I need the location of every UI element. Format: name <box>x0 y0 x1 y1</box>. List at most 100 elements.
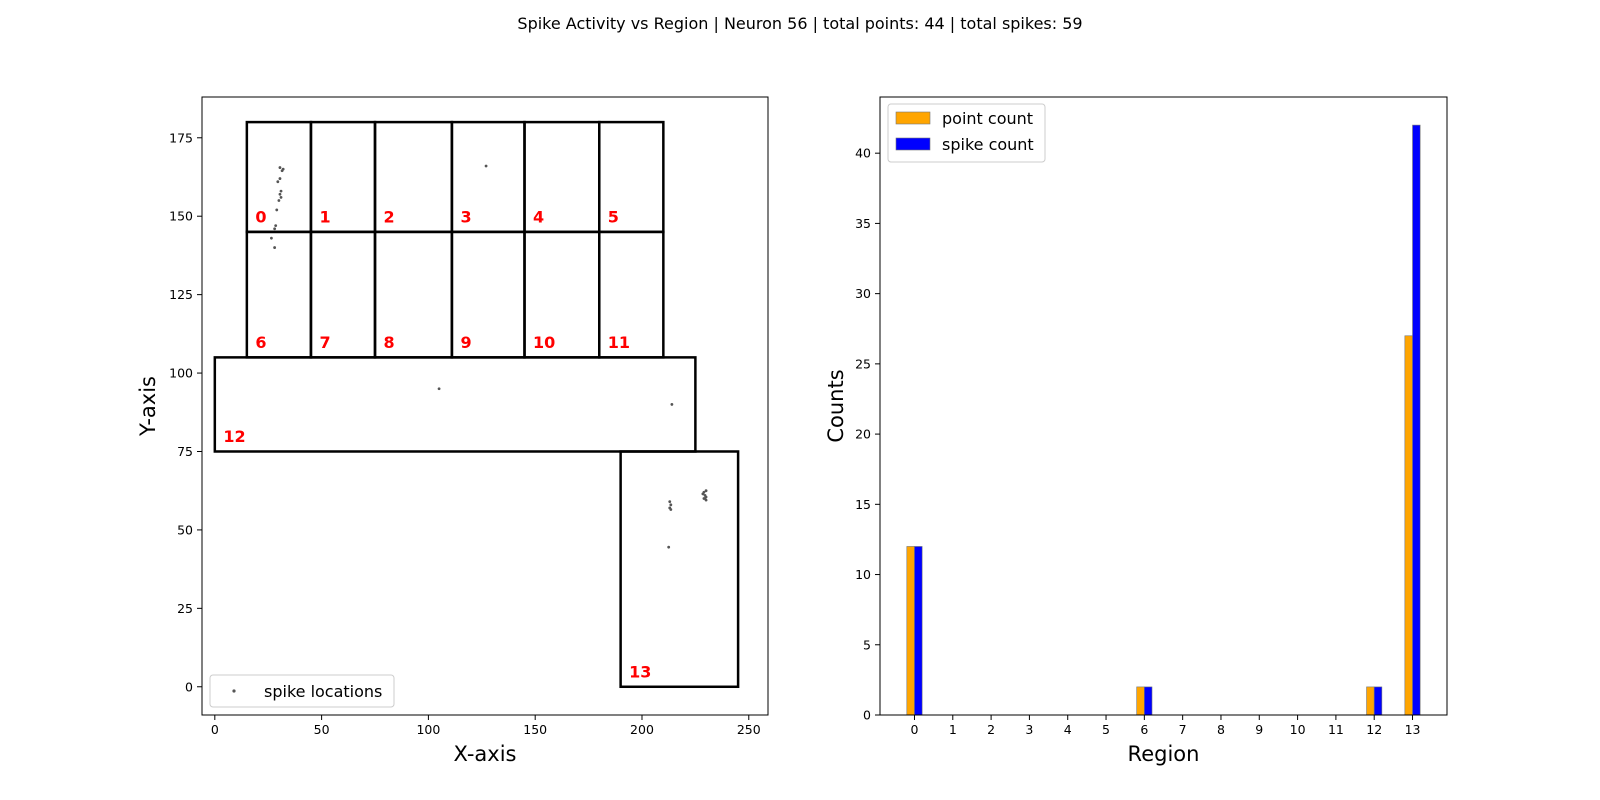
figure-title: Spike Activity vs Region | Neuron 56 | t… <box>517 14 1082 33</box>
x-tick-label: 13 <box>1405 722 1421 737</box>
legend-swatch-spike-count <box>895 137 931 151</box>
y-tick-label: 30 <box>855 286 871 301</box>
bar-point-count-region-6 <box>1136 686 1145 716</box>
region-0-label: 0 <box>255 207 266 226</box>
y-axis-label: Y-axis <box>136 376 160 437</box>
legend-box <box>209 674 395 708</box>
x-tick-label: 3 <box>1025 722 1033 737</box>
spike-point <box>704 498 708 502</box>
y-tick-label: 0 <box>863 708 871 723</box>
y-tick-label: 35 <box>855 216 871 231</box>
spike-point <box>278 177 282 180</box>
x-tick-label: 2 <box>987 722 995 737</box>
x-tick-label: 100 <box>416 722 440 737</box>
x-tick-label: 10 <box>1290 722 1306 737</box>
bar-spike-count-region-12 <box>1373 686 1383 716</box>
y-tick-label: 25 <box>177 601 193 616</box>
bar-spike-count-region-0 <box>914 546 923 716</box>
spike-point <box>276 180 280 184</box>
spike-point <box>279 195 283 199</box>
y-axis-label: Counts <box>824 369 848 442</box>
x-axis-label: X-axis <box>454 742 517 766</box>
legend: point count spike count <box>887 103 1046 163</box>
spike-point <box>277 199 281 202</box>
spike-point <box>273 246 277 249</box>
axes-frame <box>201 96 769 716</box>
y-tick-label: 175 <box>169 130 193 145</box>
region-count-bar-chart: 0 1 2 3 4 5 6 7 8 9 10 11 12 130510152025303540Region… <box>824 96 1448 766</box>
bar-point-count-region-12 <box>1366 686 1375 716</box>
region-9-label: 9 <box>460 333 471 352</box>
y-tick-label: 25 <box>855 356 871 371</box>
x-tick-label: 250 <box>737 722 761 737</box>
x-tick-label: 1 <box>949 722 957 737</box>
spike-point <box>484 164 488 168</box>
legend-label-point-count: point count <box>942 109 1033 128</box>
bar-spike-count-region-6 <box>1144 686 1153 716</box>
region-10-label: 10 <box>533 333 555 352</box>
region-4-label: 4 <box>533 207 544 226</box>
spike-point <box>670 403 674 406</box>
spike-point <box>704 489 708 493</box>
y-tick-label: 10 <box>855 567 871 582</box>
region-13-outline <box>619 450 740 689</box>
region-2-label: 2 <box>384 207 395 226</box>
y-tick-label: 5 <box>863 637 871 652</box>
x-tick-label: 4 <box>1064 722 1072 737</box>
x-tick-label: 11 <box>1328 722 1344 737</box>
spike-point <box>278 192 282 196</box>
spike-point <box>669 508 673 511</box>
spike-point <box>279 189 283 193</box>
region-5-label: 5 <box>608 207 619 226</box>
spike-point <box>275 208 279 212</box>
spike-point <box>270 236 273 240</box>
x-tick-label: 6 <box>1140 722 1148 737</box>
spike-point <box>278 166 282 169</box>
region-7-label: 7 <box>319 333 330 352</box>
x-tick-label: 7 <box>1179 722 1187 737</box>
region-3-label: 3 <box>460 207 471 226</box>
axes-frame <box>879 96 1448 716</box>
x-tick-label: 0 <box>911 722 919 737</box>
spike-point <box>273 227 277 231</box>
y-tick-label: 75 <box>177 444 193 459</box>
legend-label: spike locations <box>264 682 382 701</box>
x-tick-label: 9 <box>1255 722 1263 737</box>
y-tick-label: 0 <box>185 679 193 694</box>
region-12-label: 12 <box>223 427 245 446</box>
spike-point <box>281 167 285 171</box>
spike-point <box>437 387 441 391</box>
region-1-label: 1 <box>319 207 330 226</box>
x-tick-label: 200 <box>630 722 654 737</box>
region-12-outline <box>213 356 697 453</box>
y-tick-label: 15 <box>855 497 871 512</box>
spike-point <box>701 492 705 496</box>
y-tick-label: 150 <box>169 209 193 224</box>
x-axis-label: Region <box>1128 742 1200 766</box>
region-8-label: 8 <box>384 333 395 352</box>
bar-spike-count-region-13 <box>1412 124 1421 716</box>
spike-point <box>702 497 706 500</box>
region-11-label: 11 <box>608 333 630 352</box>
y-tick-label: 100 <box>169 366 193 381</box>
y-tick-label: 50 <box>177 522 193 537</box>
legend-label-spike-count: spike count <box>942 135 1034 154</box>
region-13-label: 13 <box>629 662 651 681</box>
legend-marker <box>232 689 236 693</box>
y-tick-label: 40 <box>855 146 871 161</box>
x-tick-label: 12 <box>1366 722 1382 737</box>
y-tick-label: 20 <box>855 427 871 442</box>
x-tick-label: 150 <box>523 722 547 737</box>
region-6-label: 6 <box>255 333 266 352</box>
bar-point-count-region-13 <box>1404 335 1413 716</box>
x-tick-label: 0 <box>211 722 219 737</box>
x-tick-label: 50 <box>314 722 330 737</box>
legend-swatch-point-count <box>895 111 931 125</box>
spike-point <box>669 503 673 507</box>
spike-point <box>274 224 278 228</box>
spike-point <box>667 545 671 549</box>
legend: spike locations <box>209 674 395 708</box>
bar-point-count-region-0 <box>906 546 915 716</box>
